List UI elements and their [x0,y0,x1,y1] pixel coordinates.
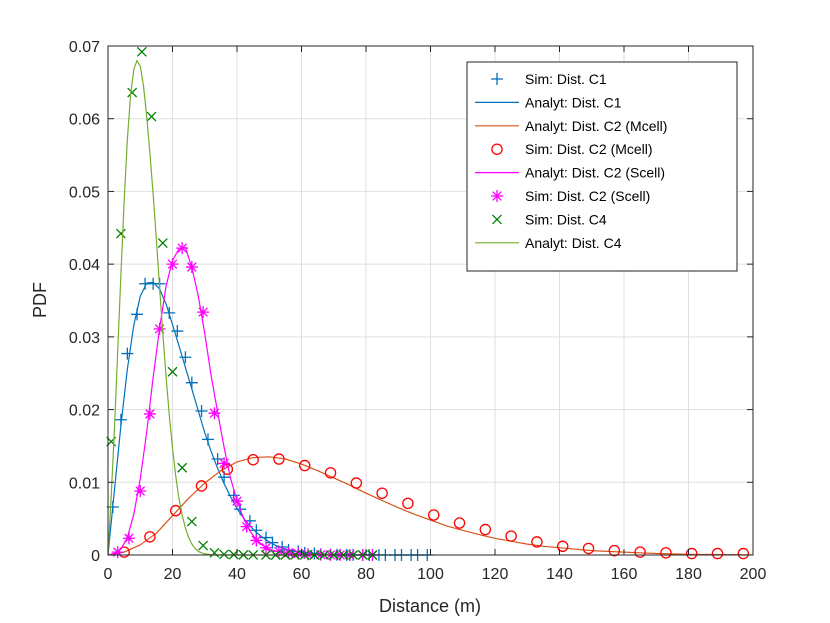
x-marker [219,549,230,560]
legend-box [466,61,738,272]
plus-marker [491,73,503,85]
asterisk-marker [491,190,503,202]
series-line [107,456,754,556]
x-marker [167,366,178,377]
legend-label: Analyt: Dist. C2 (Scell) [525,165,665,181]
asterisk-marker [122,532,135,545]
x-marker [115,228,126,239]
circle-marker [402,497,414,510]
circle-marker [350,477,363,489]
circle-marker [195,480,208,492]
asterisk-marker [166,258,179,271]
circle-marker [505,530,517,542]
x-marker [186,516,197,527]
asterisk-marker [282,546,295,559]
legend-label: Sim: Dist. C1 [525,71,607,87]
circle-marker [660,547,672,559]
plus-marker [121,347,134,360]
plus-marker [185,376,198,389]
asterisk-marker [176,242,189,255]
x-tick-label: 140 [546,566,573,583]
y-tick-label: 0 [91,548,100,565]
circle-marker [531,536,543,548]
x-marker [146,111,157,122]
x-tick-label: 180 [675,566,702,583]
y-axis-title: PDF [30,282,50,318]
asterisk-marker [153,322,166,335]
circle-marker [556,540,569,553]
x-marker [198,540,209,551]
x-tick-label: 100 [417,566,444,583]
legend-label: Sim: Dist. C4 [525,211,607,227]
asterisk-marker [292,547,305,560]
circle-marker [298,459,311,472]
circle-marker [608,544,621,557]
asterisk-marker [260,541,273,554]
x-marker [492,214,502,225]
plus-marker [195,405,208,418]
asterisk-marker [134,485,147,498]
series-2 [107,456,754,556]
circle-marker [427,509,440,521]
x-marker [136,46,147,57]
legend-label: Sim: Dist. C2 (Scell) [525,188,650,204]
x-tick-label: 40 [228,566,246,583]
circle-marker [247,453,259,466]
plot-area [106,46,754,561]
plus-marker [250,524,263,537]
x-marker [177,462,188,473]
circle-marker [376,487,388,499]
asterisk-marker [185,261,198,274]
plus-marker [171,325,184,338]
circle-marker [685,547,698,560]
y-tick-label: 0.06 [69,112,100,129]
x-tick-label: 20 [164,566,182,583]
asterisk-marker [197,306,210,319]
asterisk-marker [250,534,263,547]
plus-marker [266,536,279,549]
y-tick-label: 0.07 [69,39,100,56]
asterisk-marker [240,520,253,533]
x-axis-title: Distance (m) [379,596,481,616]
x-tick-label: 120 [482,566,509,583]
axis-ticks: 0 20 40 60 80 100 120 140 160 180 200 0 0.01 0.02 0.03… [69,39,767,583]
x-marker [209,547,220,558]
y-tick-label: 0.02 [69,403,100,420]
asterisk-marker [208,407,221,420]
x-marker [157,238,168,249]
circle-marker [737,547,750,560]
asterisk-marker [143,407,156,420]
plus-marker [179,351,192,364]
y-tick-label: 0.03 [69,330,100,347]
legend-label: Analyt: Dist. C1 [525,94,622,110]
circle-marker [479,523,492,536]
legend-label: Analyt: Dist. C4 [525,235,622,251]
y-tick-label: 0.05 [69,184,100,201]
circle-marker [273,453,285,465]
circle-marker [711,547,724,560]
y-tick-label: 0.04 [69,257,100,274]
asterisk-marker [301,548,314,561]
circle-marker [324,467,337,479]
x-tick-label: 0 [104,566,113,583]
legend-label: Analyt: Dist. C2 (Mcell) [525,118,667,134]
x-tick-label: 200 [740,566,767,583]
circle-marker [144,531,156,543]
x-tick-label: 80 [357,566,375,583]
circle-marker [491,143,503,155]
x-tick-label: 60 [293,566,311,583]
y-tick-label: 0.01 [69,475,100,492]
x-marker [127,87,138,98]
circle-marker [634,546,646,558]
circle-marker [453,517,466,529]
x-tick-label: 160 [611,566,638,583]
asterisk-marker [218,457,231,470]
legend-label: Sim: Dist. C2 (Mcell) [525,141,653,157]
asterisk-marker [231,495,243,508]
asterisk-marker [111,546,124,559]
circle-marker [582,542,595,555]
legend: Sim: Dist. C1 Analyt: Dist. C1 Analyt: Dis… [466,61,738,272]
